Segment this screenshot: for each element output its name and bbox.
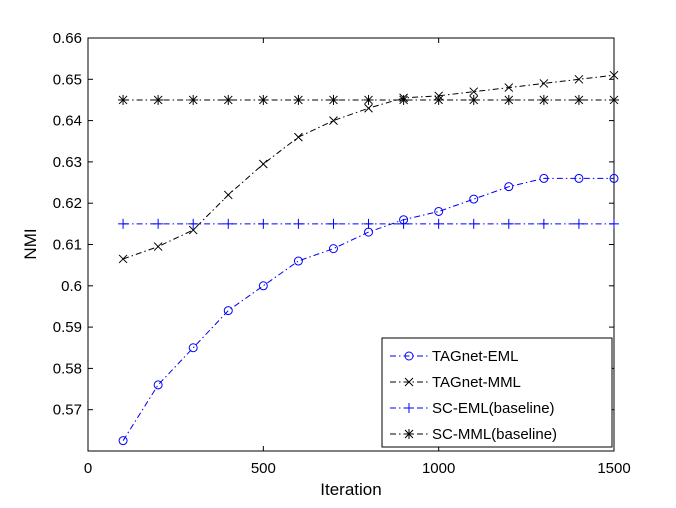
data-point — [573, 218, 584, 229]
data-point — [404, 429, 414, 439]
series-layer — [118, 70, 619, 446]
data-point — [223, 94, 234, 105]
y-tick-label: 0.66 — [53, 30, 82, 47]
y-tick-label: 0.6 — [61, 278, 82, 295]
data-point — [539, 79, 549, 88]
series-1 — [118, 70, 619, 264]
x-axis-label: Iteration — [320, 480, 381, 499]
data-point — [328, 244, 338, 254]
data-point — [188, 94, 199, 105]
data-point — [153, 380, 163, 390]
data-point — [118, 436, 128, 446]
data-point — [398, 94, 409, 105]
data-point — [223, 306, 233, 316]
legend-label: TAGnet-EML — [432, 348, 518, 365]
data-point — [188, 343, 198, 353]
y-tick-label: 0.59 — [53, 319, 82, 336]
data-point — [118, 218, 129, 229]
x-tick-label: 1500 — [597, 460, 630, 477]
y-tick-label: 0.57 — [53, 402, 82, 419]
data-point — [328, 218, 339, 229]
data-point — [293, 218, 304, 229]
y-tick-label: 0.64 — [53, 113, 82, 130]
data-point — [469, 87, 479, 97]
y-tick-label: 0.63 — [53, 154, 82, 171]
legend-label: SC-MML(baseline) — [432, 426, 557, 443]
data-point — [188, 218, 199, 229]
data-point — [398, 218, 409, 229]
data-point — [153, 218, 164, 229]
data-point — [609, 173, 619, 183]
series-line — [122, 177, 614, 441]
data-point — [188, 225, 198, 235]
data-point — [539, 173, 549, 183]
data-point — [404, 377, 414, 387]
x-tick-label: 500 — [251, 460, 276, 477]
y-axis-label: NMI — [21, 228, 40, 259]
legend-entry: SC-MML(baseline) — [390, 426, 557, 443]
data-point — [433, 218, 444, 229]
legend-entry: TAGnet-EML — [390, 348, 518, 365]
data-point — [404, 403, 414, 413]
data-point — [538, 94, 549, 105]
y-tick-label: 0.65 — [53, 71, 82, 88]
data-point — [153, 94, 164, 105]
data-point — [294, 132, 303, 142]
data-point — [153, 242, 163, 251]
data-point — [118, 254, 128, 264]
legend-label: SC-EML(baseline) — [432, 400, 555, 417]
axis-ticks: 0 500 1000 1500 0.57 0.58 0.59 0.6 0.61 0.62 0.63 0… — [53, 30, 631, 477]
data-point — [504, 83, 514, 92]
data-point — [609, 70, 619, 80]
data-point — [363, 218, 374, 229]
series-2 — [118, 218, 619, 229]
data-point — [364, 103, 373, 113]
data-point — [468, 94, 479, 105]
data-point — [573, 94, 584, 105]
data-point — [223, 190, 233, 200]
legend-entry: TAGnet-MML — [390, 374, 521, 391]
data-point — [404, 351, 414, 361]
data-point — [363, 94, 374, 105]
legend-entry: SC-EML(baseline) — [390, 400, 555, 417]
y-tick-label: 0.61 — [53, 237, 82, 254]
data-point — [538, 218, 549, 229]
data-point — [574, 74, 584, 84]
series-3 — [118, 94, 619, 105]
data-point — [258, 218, 269, 229]
data-point — [258, 94, 269, 105]
legend: TAGnet-EML TAGnet-MML SC-EML(baseline) SC-M… — [381, 337, 613, 448]
x-tick-label: 1000 — [422, 460, 455, 477]
data-point — [258, 281, 268, 291]
data-point — [469, 194, 479, 204]
data-point — [503, 218, 514, 229]
y-tick-label: 0.62 — [53, 195, 82, 212]
data-point — [433, 94, 444, 105]
data-point — [434, 206, 444, 216]
data-point — [293, 94, 304, 105]
y-tick-label: 0.58 — [53, 360, 82, 377]
data-point — [504, 182, 514, 192]
legend-label: TAGnet-MML — [432, 374, 521, 391]
data-point — [118, 94, 129, 105]
data-point — [328, 94, 339, 105]
data-point — [223, 218, 234, 229]
data-point — [468, 218, 479, 229]
x-tick-label: 0 — [84, 460, 92, 477]
data-point — [574, 173, 584, 183]
data-point — [293, 256, 303, 266]
data-point — [609, 218, 619, 229]
series-0 — [118, 173, 619, 446]
data-point — [329, 116, 338, 125]
data-point — [503, 94, 514, 105]
data-point — [258, 159, 268, 169]
data-point — [609, 94, 619, 105]
